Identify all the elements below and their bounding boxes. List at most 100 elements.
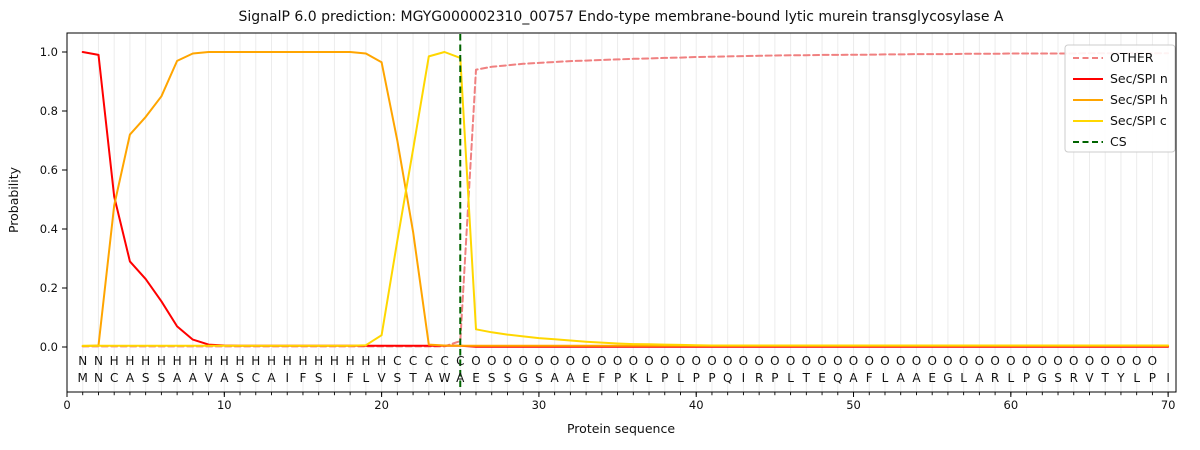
region-letter: O [707, 354, 716, 368]
curve-sec-spi-n [81, 51, 1170, 348]
sequence-letter: S [488, 371, 496, 385]
sequence-letter: S [535, 371, 543, 385]
region-letter: H [188, 354, 197, 368]
region-letter: H [314, 354, 323, 368]
region-letter: H [330, 354, 339, 368]
sequence-letter: G [1038, 371, 1047, 385]
region-letter: H [125, 354, 134, 368]
curve-sec-spi-c [81, 51, 1170, 347]
sequence-letter: C [252, 371, 260, 385]
y-tick-label: 0.6 [40, 163, 58, 177]
sequence-letter: P [1149, 371, 1156, 385]
sequence-letter: V [378, 371, 387, 385]
gridlines [82, 33, 1169, 392]
region-letter: O [912, 354, 921, 368]
region-letter: C [456, 354, 464, 368]
x-tick-label: 50 [846, 398, 861, 412]
sequence-letter: A [267, 371, 276, 385]
region-letter: O [849, 354, 858, 368]
sequence-letter: G [943, 371, 952, 385]
sequence-letter: L [960, 371, 967, 385]
sequence-letter: E [472, 371, 480, 385]
region-letter: O [1116, 354, 1125, 368]
region-letter: O [503, 354, 512, 368]
region-letter: O [975, 354, 984, 368]
x-tick-label: 30 [532, 398, 547, 412]
sequence-letter: T [1101, 371, 1110, 385]
region-letter: O [518, 354, 527, 368]
y-tick-label: 0.8 [40, 104, 58, 118]
region-letter: H [141, 354, 150, 368]
sequence-letter: W [439, 371, 451, 385]
sequence-letter: R [1070, 371, 1078, 385]
sequence-letter: I [1166, 371, 1170, 385]
region-letter: C [409, 354, 417, 368]
region-letter: C [440, 354, 448, 368]
region-letter: O [629, 354, 638, 368]
region-letter: O [550, 354, 559, 368]
sequence-letter: A [425, 371, 434, 385]
sequence-letter: A [566, 371, 575, 385]
x-axis-label: Protein sequence [567, 421, 675, 436]
region-letter: O [597, 354, 606, 368]
sequence-letter: L [646, 371, 653, 385]
region-letter: O [1022, 354, 1031, 368]
x-axis: 0 10 20 30 40 50 60 70 [63, 392, 1175, 412]
x-tick-label: 20 [374, 398, 389, 412]
region-letter: O [739, 354, 748, 368]
region-letter: O [802, 354, 811, 368]
sequence-letter: V [1085, 371, 1094, 385]
region-letter: O [660, 354, 669, 368]
y-tick-label: 0.2 [40, 281, 58, 295]
region-letter: O [865, 354, 874, 368]
region-letter: N [78, 354, 87, 368]
region-letter: O [1085, 354, 1094, 368]
sequence-letter: I [285, 371, 289, 385]
region-letter: O [487, 354, 496, 368]
region-letter: O [959, 354, 968, 368]
plot-border [66, 32, 1177, 393]
region-letter: N [94, 354, 103, 368]
sequence-letter: P [614, 371, 621, 385]
region-letter: O [1148, 354, 1157, 368]
sequence-letter: F [598, 371, 605, 385]
sequence-letter: L [677, 371, 684, 385]
region-letter: O [691, 354, 700, 368]
region-letter: O [581, 354, 590, 368]
sequence-letter: A [975, 371, 984, 385]
sequence-letter: L [363, 371, 370, 385]
region-letter: O [534, 354, 543, 368]
legend: OTHER Sec/SPI n Sec/SPI h Sec/SPI c CS [1064, 44, 1176, 153]
legend-entry-label: Sec/SPI h [1110, 92, 1168, 107]
sequence-letter: T [408, 371, 417, 385]
region-letter: H [204, 354, 213, 368]
region-letter: H [157, 354, 166, 368]
region-letter: O [990, 354, 999, 368]
region-letter: H [236, 354, 245, 368]
sequence-letter: T [802, 371, 811, 385]
legend-entry-label: OTHER [1110, 50, 1154, 65]
region-letter: O [1100, 354, 1109, 368]
sequence-letter: E [582, 371, 590, 385]
region-letter: H [251, 354, 260, 368]
sequence-letter: K [629, 371, 638, 385]
sequence-letter: C [110, 371, 118, 385]
sequence-letter: F [300, 371, 307, 385]
sequence-letter: A [456, 371, 465, 385]
sequence-letter: F [866, 371, 873, 385]
sequence-letter: R [755, 371, 763, 385]
sequence-letter: L [787, 371, 794, 385]
sequence-letter: A [551, 371, 560, 385]
sequence-letter: Q [833, 371, 842, 385]
region-letter: O [817, 354, 826, 368]
region-letter: C [393, 354, 401, 368]
region-letter: H [110, 354, 119, 368]
region-letter: O [613, 354, 622, 368]
sequence-letter: A [189, 371, 198, 385]
sequence-letter: S [236, 371, 244, 385]
sequence-letter: F [347, 371, 354, 385]
x-tick-label: 70 [1161, 398, 1176, 412]
region-letter: O [786, 354, 795, 368]
